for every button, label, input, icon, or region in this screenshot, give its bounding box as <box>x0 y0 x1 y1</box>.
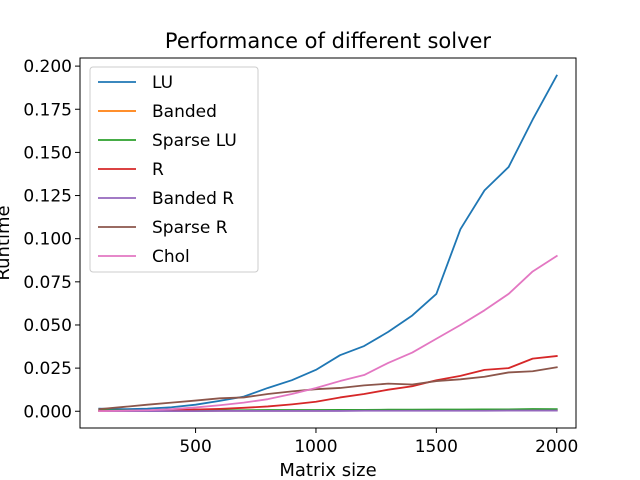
x-tick-label: 2000 <box>535 437 578 457</box>
series-line-6 <box>98 254 558 413</box>
legend-label: LU <box>152 73 173 93</box>
y-axis-label: Runtime <box>0 205 14 280</box>
y-tick-label: 0.075 <box>23 273 72 293</box>
y-tick-label: 0.000 <box>23 402 72 422</box>
legend-box <box>89 66 259 273</box>
series-line-0 <box>98 74 558 411</box>
series-line-5 <box>98 366 558 411</box>
legend-label: R <box>152 160 164 180</box>
y-tick-label: 0.150 <box>23 143 72 163</box>
y-tick-label: 0.175 <box>23 100 72 120</box>
series-line-4 <box>98 409 558 412</box>
x-axis-label: Matrix size <box>279 460 376 480</box>
series-line-3 <box>98 355 558 412</box>
y-tick-label: 0.125 <box>23 187 72 207</box>
x-tick-label: 1000 <box>294 437 337 457</box>
y-tick-label: 0.050 <box>23 316 72 336</box>
y-tick-label: 0.025 <box>23 359 72 379</box>
series-layer <box>98 74 558 413</box>
x-tick-label: 1500 <box>415 437 458 457</box>
x-tick-label: 500 <box>179 437 211 457</box>
legend-items: LU Banded Sparse LU R Banded R Sparse R Chol <box>98 73 237 267</box>
y-tick-label: 0.100 <box>23 230 72 250</box>
legend: LU Banded Sparse LU R Banded R Sparse R Chol <box>89 66 259 273</box>
legend-label: Banded <box>152 102 217 122</box>
plot-frame <box>79 57 577 429</box>
legend-label: Sparse LU <box>152 131 237 151</box>
chart-title: Performance of different solver <box>165 29 492 53</box>
legend-label: Banded R <box>152 189 234 209</box>
legend-label: Chol <box>152 247 190 267</box>
legend-label: Sparse R <box>152 218 228 238</box>
ticks-layer: 500 1000 1500 2000 0.000 0.025 0.050 0.075 0.100… <box>23 57 578 457</box>
y-tick-label: 0.200 <box>23 57 72 77</box>
